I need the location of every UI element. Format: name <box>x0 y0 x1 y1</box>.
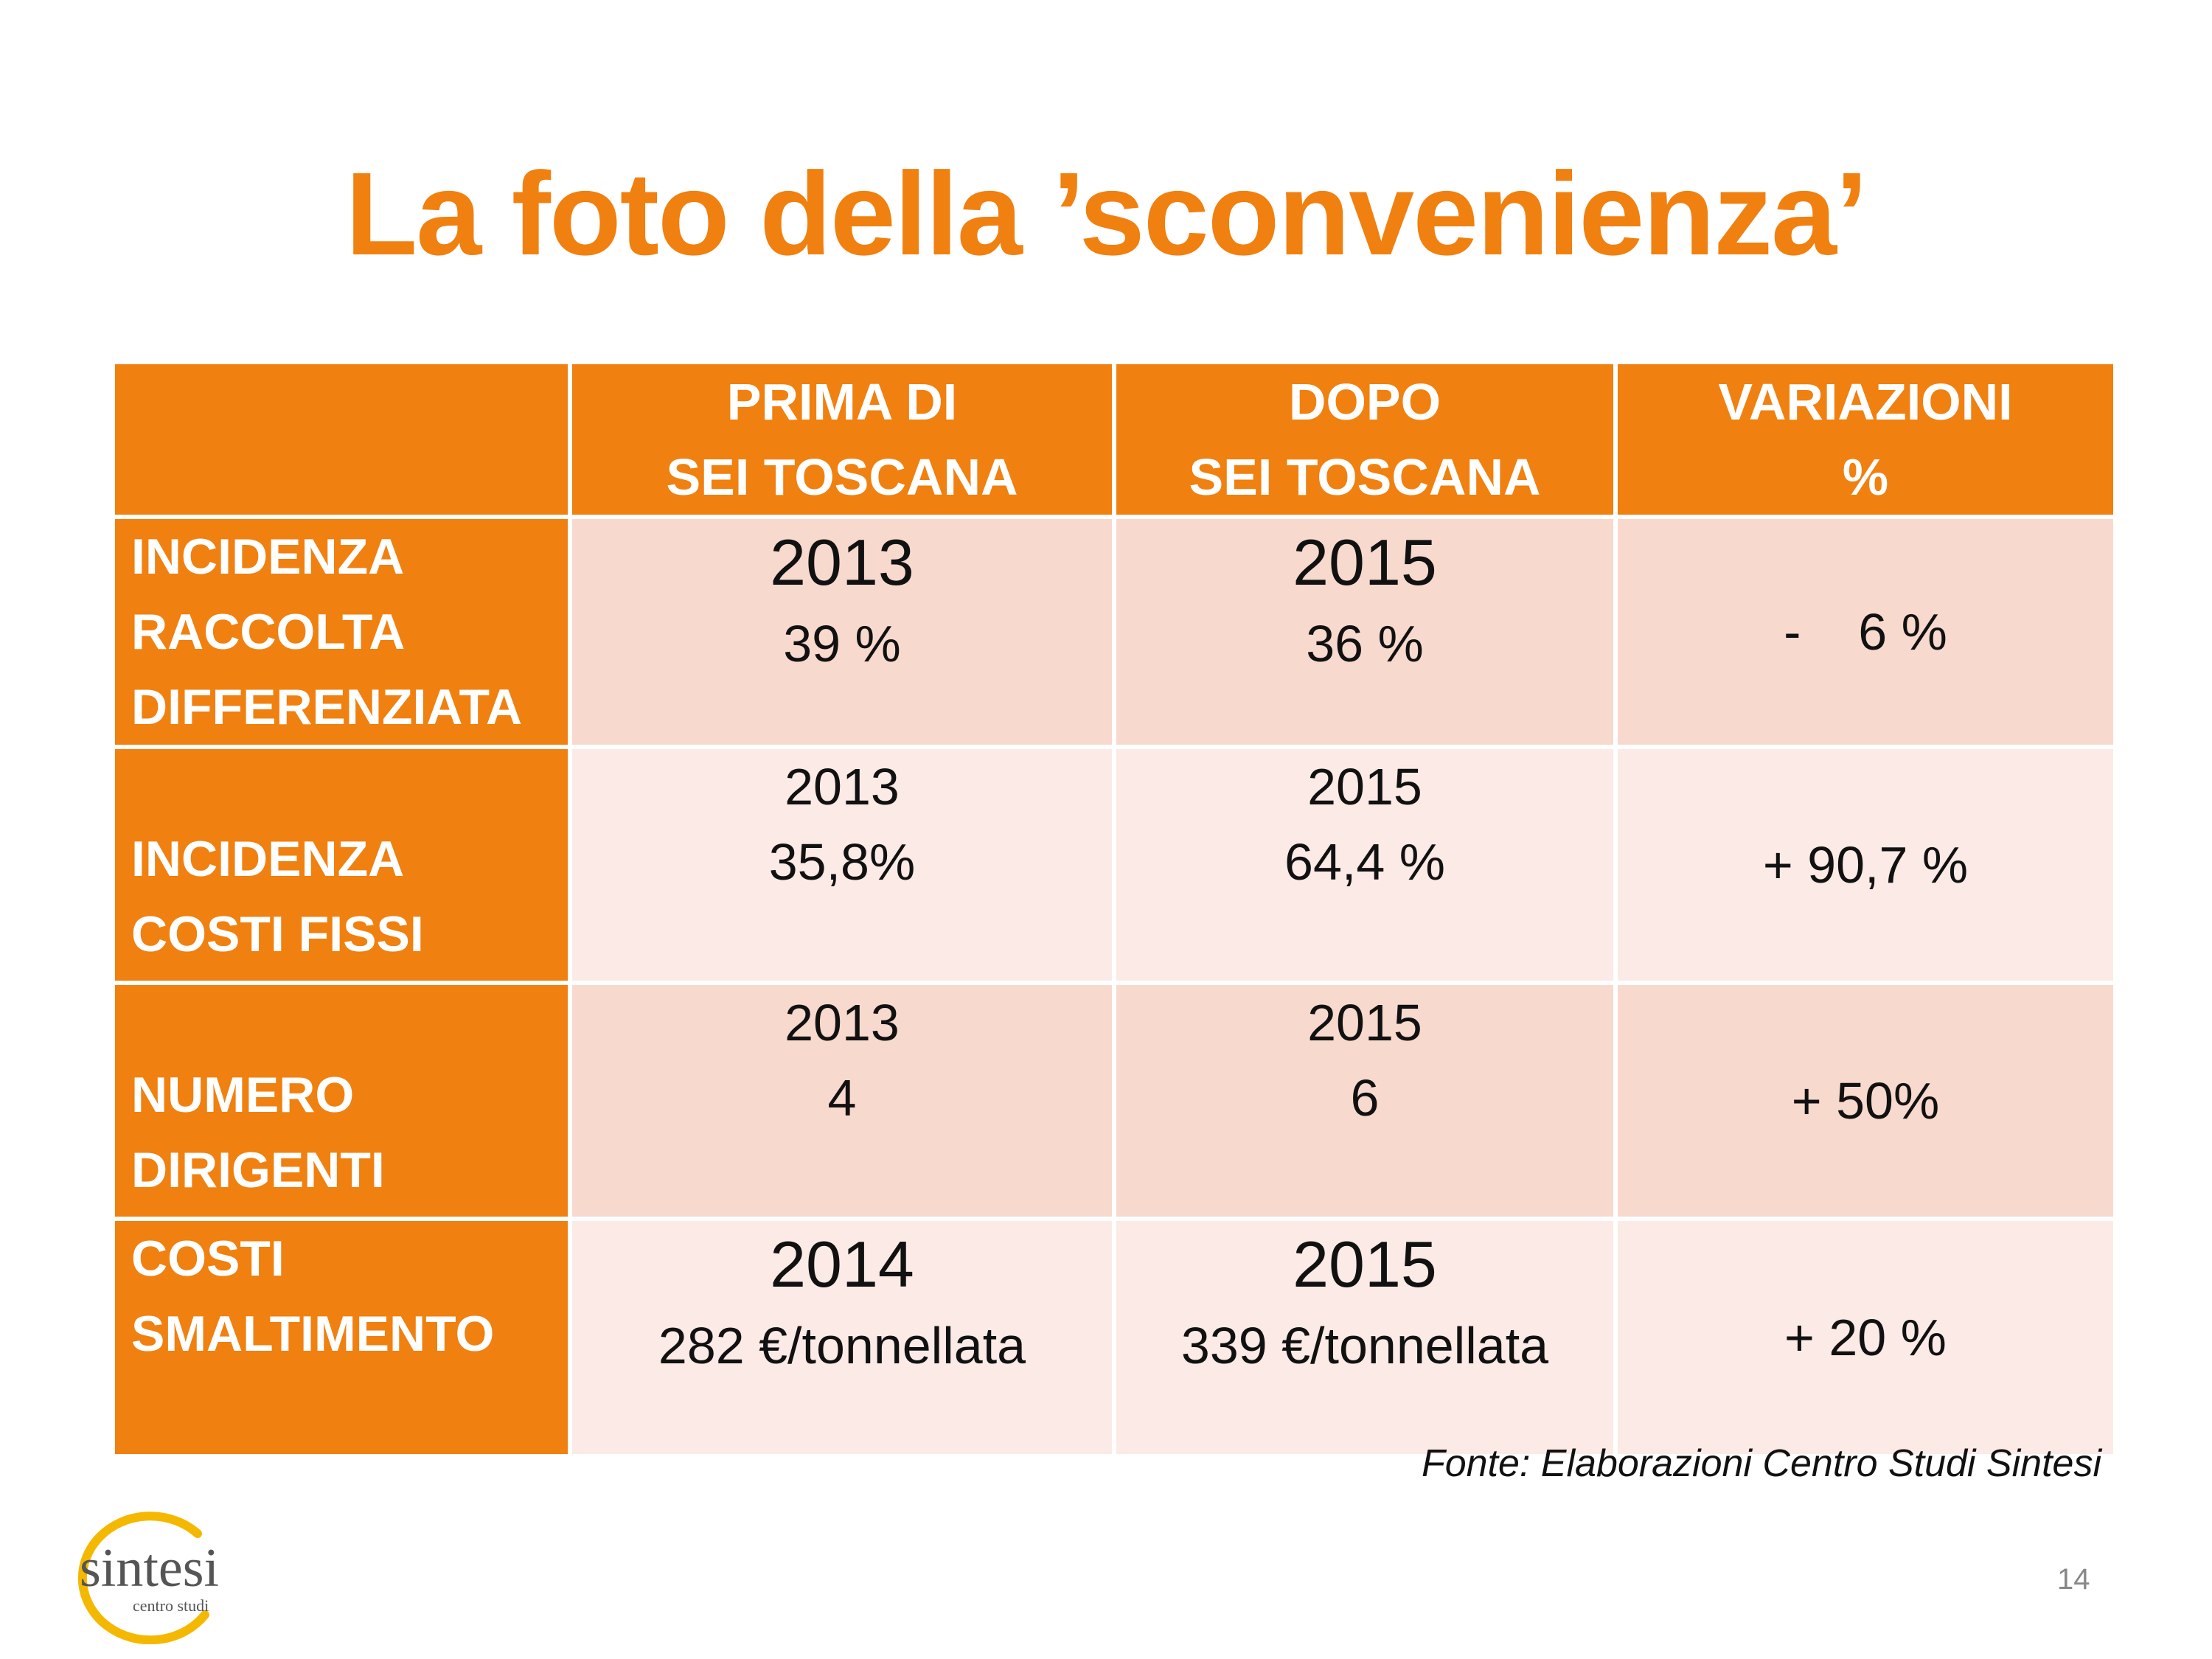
logo-subtitle: centro studi <box>133 1596 209 1615</box>
variazione-cell: + 20 % <box>1613 1217 2118 1458</box>
header-dopo: DOPO SEI TOSCANA <box>1112 360 1618 519</box>
dopo-cell: 2015 339 €/tonnellata <box>1112 1217 1618 1458</box>
dopo-value: 64,4 % <box>1284 833 1445 891</box>
prima-cell: 2014 282 €/tonnellata <box>568 1217 1116 1458</box>
dopo-value: 36 % <box>1306 615 1424 672</box>
comparison-table: PRIMA DI SEI TOSCANA DOPO SEI TOSCANA VA… <box>111 360 2118 1458</box>
variazione-cell: - 6 % <box>1613 515 2118 749</box>
table-row: INCIDENZA COSTI FISSI 2013 35,8% 2015 64… <box>111 745 2118 985</box>
header-prima-line-1: PRIMA DI <box>726 373 958 431</box>
table-row: INCIDENZA RACCOLTA DIFFERENZIATA 2013 39… <box>111 515 2118 749</box>
dopo-cell: 2015 6 <box>1112 981 1618 1221</box>
page-number: 14 <box>2057 1563 2090 1596</box>
table-row: COSTI SMALTIMENTO 2014 282 €/tonnellata … <box>111 1217 2118 1458</box>
header-variazioni-line-1: VARIAZIONI <box>1718 373 2013 431</box>
row-label-line: INCIDENZA <box>131 529 405 585</box>
source-note: Fonte: Elaborazioni Centro Studi Sintesi <box>1421 1442 2101 1485</box>
variazione-value: + 90,7 % <box>1762 836 1969 894</box>
header-empty-cell <box>111 360 572 519</box>
header-variazioni: VARIAZIONI % <box>1613 360 2118 519</box>
row-label: COSTI SMALTIMENTO <box>111 1217 572 1458</box>
header-prima-line-2: SEI TOSCANA <box>666 448 1018 506</box>
row-label-line: DIRIGENTI <box>131 1142 385 1198</box>
dopo-year: 2015 <box>1307 994 1422 1051</box>
prima-value: 39 % <box>783 615 901 672</box>
prima-year: 2013 <box>770 526 914 599</box>
row-label-line: DIFFERENZIATA <box>131 679 523 735</box>
dopo-year: 2015 <box>1293 526 1437 599</box>
dopo-year: 2015 <box>1307 758 1422 815</box>
table-header-row: PRIMA DI SEI TOSCANA DOPO SEI TOSCANA VA… <box>111 360 2118 519</box>
prima-cell: 2013 4 <box>568 981 1116 1221</box>
row-label-line: COSTI <box>131 1231 285 1287</box>
row-label-line: SMALTIMENTO <box>131 1306 495 1362</box>
slide-title: La foto della ’sconvenienza’ <box>345 147 1868 279</box>
variazione-value: - 6 % <box>1784 603 1947 661</box>
variazione-cell: + 90,7 % <box>1613 745 2118 985</box>
dopo-value: 339 €/tonnellata <box>1180 1317 1549 1374</box>
prima-cell: 2013 39 % <box>568 515 1116 749</box>
dopo-cell: 2015 64,4 % <box>1112 745 1618 985</box>
dopo-value: 6 <box>1350 1069 1380 1127</box>
logo-wordmark: sintesi <box>80 1538 220 1599</box>
row-label-line: INCIDENZA <box>131 831 405 887</box>
prima-year: 2013 <box>785 994 900 1051</box>
dopo-cell: 2015 36 % <box>1112 515 1618 749</box>
header-variazioni-line-2: % <box>1842 448 1889 506</box>
row-label-line: NUMERO <box>131 1067 355 1123</box>
variazione-cell: + 50% <box>1613 981 2118 1221</box>
prima-cell: 2013 35,8% <box>568 745 1116 985</box>
prima-year: 2013 <box>785 758 900 815</box>
row-label-line: RACCOLTA <box>131 604 406 660</box>
header-dopo-line-1: DOPO <box>1288 373 1441 431</box>
prima-value: 282 €/tonnellata <box>658 1317 1026 1374</box>
prima-value: 35,8% <box>768 833 916 891</box>
table-row: NUMERO DIRIGENTI 2013 4 2015 6 + 50% <box>111 981 2118 1221</box>
row-label: INCIDENZA RACCOLTA DIFFERENZIATA <box>111 515 572 749</box>
row-label: NUMERO DIRIGENTI <box>111 981 572 1221</box>
header-dopo-line-2: SEI TOSCANA <box>1189 448 1541 506</box>
sintesi-logo-icon <box>77 1512 209 1644</box>
row-label: INCIDENZA COSTI FISSI <box>111 745 572 985</box>
dopo-year: 2015 <box>1293 1228 1437 1301</box>
row-label-line: COSTI FISSI <box>131 906 424 962</box>
variazione-value: + 50% <box>1791 1072 1940 1130</box>
prima-value: 4 <box>827 1069 857 1127</box>
prima-year: 2014 <box>770 1228 914 1301</box>
header-prima: PRIMA DI SEI TOSCANA <box>568 360 1116 519</box>
variazione-value: + 20 % <box>1784 1309 1947 1366</box>
